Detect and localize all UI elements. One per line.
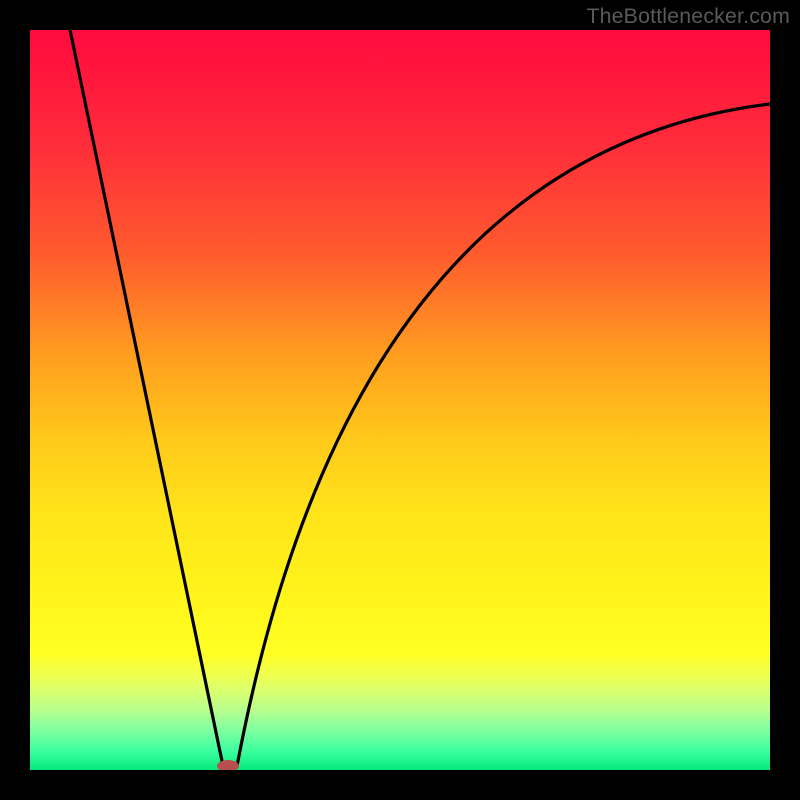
watermark-text: TheBottlenecker.com (586, 4, 790, 29)
chart-gradient-background (30, 30, 770, 770)
bottleneck-chart (0, 0, 800, 800)
